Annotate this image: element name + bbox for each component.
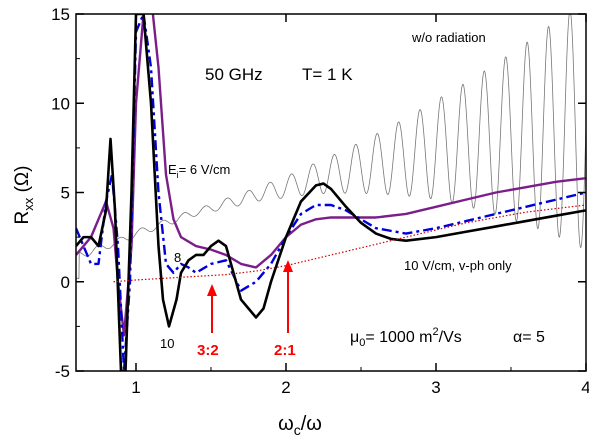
x-tick-label: 2 bbox=[281, 378, 290, 397]
series-line-purple bbox=[76, 14, 586, 337]
curve-label-10: 10 bbox=[160, 336, 174, 351]
temperature-label: T= 1 K bbox=[302, 65, 353, 84]
arrow-2-1 bbox=[283, 260, 293, 333]
y-tick-label: 15 bbox=[51, 5, 70, 24]
series-layer bbox=[76, 14, 586, 371]
curve-label-8: 8 bbox=[174, 250, 181, 265]
series-line-black-thick bbox=[76, 14, 586, 371]
x-axis-label: ωc/ω bbox=[278, 413, 322, 438]
field-label: Ei= 6 V/cm bbox=[168, 162, 230, 180]
arrow-3-2 bbox=[207, 284, 217, 333]
no-radiation-label: w/o radiation bbox=[411, 30, 486, 45]
series-line-blue-dashdot bbox=[76, 14, 586, 371]
mobility-label: μ0= 1000 m2/Vs bbox=[350, 326, 462, 349]
series-line-thin-gray bbox=[76, 14, 586, 280]
ticks-layer: 1 2 3 4 -5 0 5 10 15 bbox=[51, 5, 589, 397]
x-tick-label: 1 bbox=[131, 378, 140, 397]
frequency-label: 50 GHz bbox=[205, 65, 263, 84]
vph-only-label: 10 V/cm, v-ph only bbox=[404, 258, 512, 273]
y-tick-label: 0 bbox=[61, 273, 70, 292]
y-tick-label: 5 bbox=[61, 184, 70, 203]
y-axis-label: Rxx (Ω) bbox=[12, 166, 36, 225]
y-tick-label: -5 bbox=[55, 362, 70, 381]
y-tick-label: 10 bbox=[51, 94, 70, 113]
x-tick-label: 3 bbox=[431, 378, 440, 397]
alpha-label: α= 5 bbox=[513, 329, 545, 346]
ratio-label-2-1: 2:1 bbox=[274, 342, 296, 359]
x-tick-label: 4 bbox=[581, 378, 589, 397]
series-line-red-dotted bbox=[113, 204, 586, 283]
ratio-label-3-2: 3:2 bbox=[197, 342, 219, 359]
